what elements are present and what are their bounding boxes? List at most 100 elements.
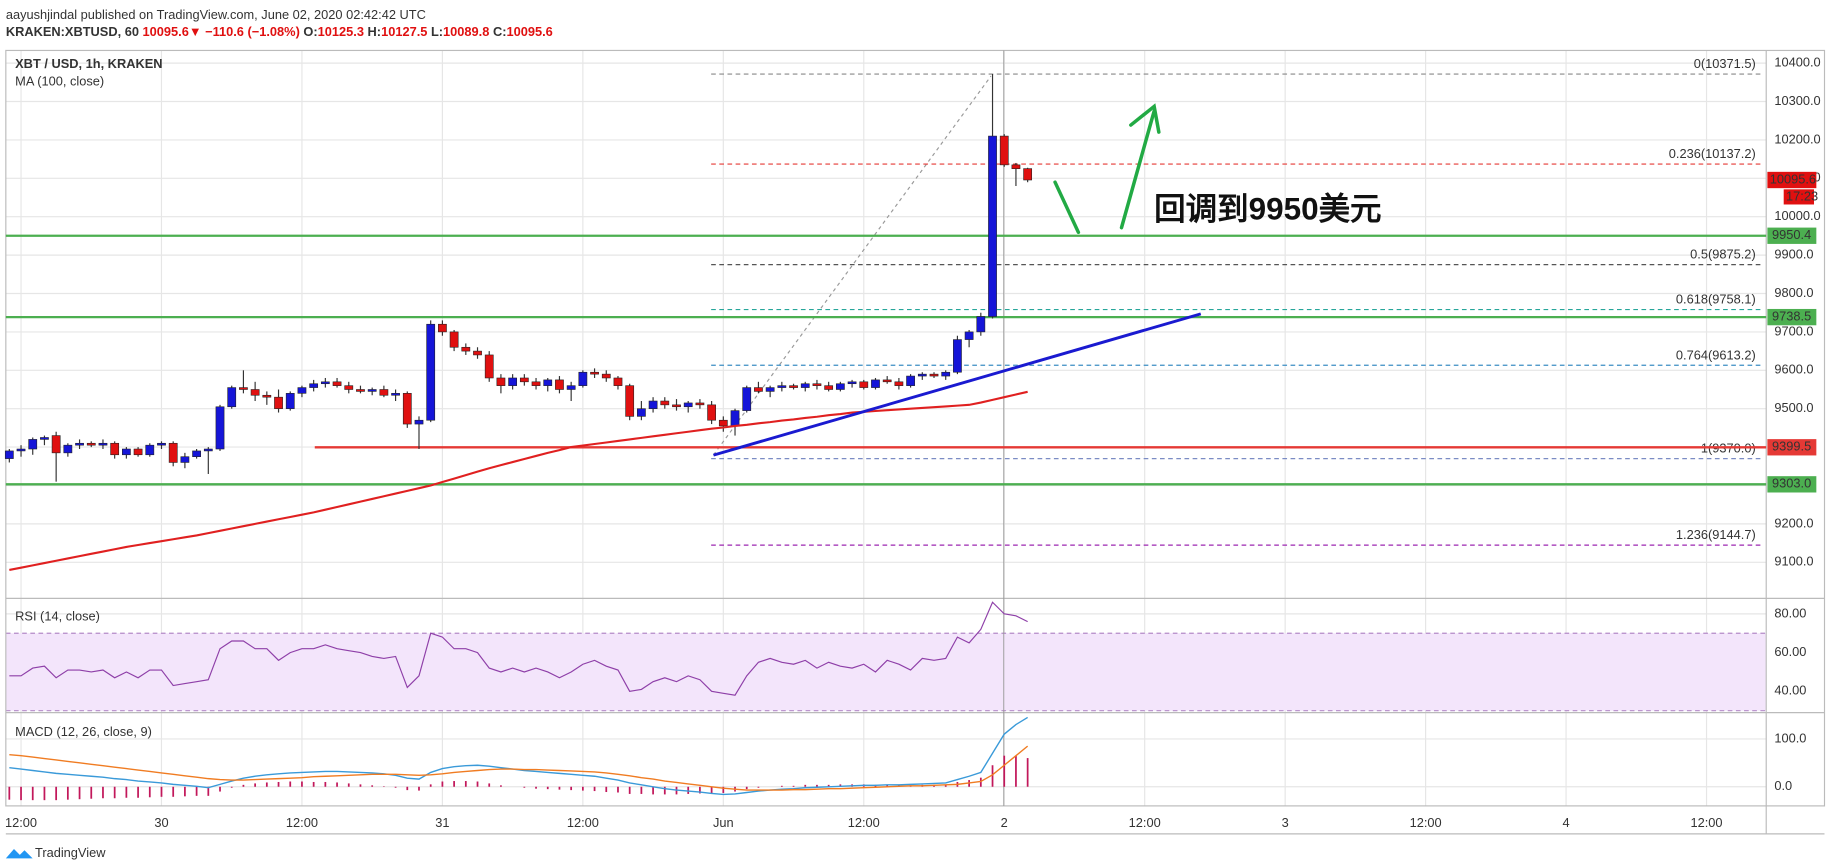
candle-body xyxy=(906,375,915,386)
candle-body xyxy=(578,371,588,386)
x-tick-label: 12:00 xyxy=(1129,815,1161,830)
fib-label: 0.5(9875.2) xyxy=(1690,247,1756,262)
candle-body xyxy=(449,331,459,348)
y-tick-label: 9700.0 xyxy=(1774,323,1813,338)
y-tick-label: 80.00 xyxy=(1774,605,1806,620)
candle-body xyxy=(648,400,658,409)
candle-body xyxy=(28,439,38,450)
candle-body xyxy=(180,456,190,463)
logo: TradingView xyxy=(5,845,106,860)
ohlc-value: 10095.6 xyxy=(506,24,552,39)
price-tag xyxy=(1767,308,1817,326)
candle-body xyxy=(566,385,576,390)
ohlc-key: O: xyxy=(303,24,317,39)
change: −110.6 (−1.08%) xyxy=(205,24,300,39)
candle-body xyxy=(40,437,49,440)
candle-body xyxy=(391,393,400,396)
candle-body xyxy=(145,444,155,456)
last-price-label: 10095.6 xyxy=(1770,171,1816,186)
candle-body xyxy=(1023,168,1033,181)
fib-label: 0(10371.5) xyxy=(1694,56,1756,71)
candle-body xyxy=(356,389,365,392)
countdown-label: 17:23 xyxy=(1786,188,1818,203)
candle-body xyxy=(262,394,272,398)
fib-label: 0.764(9613.2) xyxy=(1676,347,1756,362)
fib-diagonal xyxy=(713,75,992,456)
candle-body xyxy=(835,383,845,390)
y-tick-label: 9100.0 xyxy=(1774,554,1813,569)
candle-body xyxy=(637,408,646,417)
candle-body xyxy=(484,354,494,379)
candle-body xyxy=(133,448,143,456)
arrow-head xyxy=(1129,103,1161,134)
ohlc-value: 10127.5 xyxy=(381,24,427,39)
y-tick-label: 9800.0 xyxy=(1774,285,1813,300)
candle-body xyxy=(168,442,178,463)
candle-body xyxy=(285,393,295,409)
candle-body xyxy=(320,381,330,385)
y-tick-label: 60.00 xyxy=(1774,644,1806,659)
candle-body xyxy=(86,442,96,446)
pane-title: XBT / USD, 1h, KRAKEN xyxy=(15,56,162,71)
candle-body xyxy=(274,396,283,409)
ohlc-value: 10125.3 xyxy=(318,24,364,39)
candle-body xyxy=(438,323,447,333)
price-tag xyxy=(1767,439,1817,456)
candle-body xyxy=(98,442,108,446)
x-tick-label: 12:00 xyxy=(848,815,880,830)
candle-body xyxy=(122,448,131,456)
candle-body xyxy=(297,387,307,394)
y-tick-label: 10000.0 xyxy=(1774,208,1820,223)
candle-body xyxy=(847,381,857,385)
quote-line: KRAKEN:XBTUSD, 60 10095.6▼ −110.6 (−1.08… xyxy=(6,24,553,39)
candle-body xyxy=(543,379,553,386)
fib-label: 0.618(9758.1) xyxy=(1676,292,1756,307)
last-price-tag xyxy=(1767,171,1817,189)
y-tick-label: 9500.0 xyxy=(1774,400,1813,415)
arrows xyxy=(1053,103,1161,235)
y-tick-label: 100.0 xyxy=(1774,730,1806,745)
candle-body xyxy=(941,371,951,377)
candle-body xyxy=(999,135,1009,166)
macd-label: MACD (12, 26, close, 9) xyxy=(15,724,152,739)
fib-label: 0.236(10137.2) xyxy=(1669,146,1756,161)
candle-body xyxy=(601,373,611,379)
price-tag-label: 9303.0 xyxy=(1772,476,1811,491)
x-tick-label: 12:00 xyxy=(1410,815,1442,830)
price-tag-label: 9399.5 xyxy=(1772,439,1811,454)
candle-body xyxy=(964,331,974,340)
candle-body xyxy=(203,448,213,452)
symbol: KRAKEN:XBTUSD, 60 xyxy=(6,24,139,39)
ohlc-key: L: xyxy=(431,24,443,39)
footer: TradingView xyxy=(35,845,106,860)
price-tag xyxy=(1767,476,1817,493)
candle-body xyxy=(309,383,319,388)
x-tick-label: 12:00 xyxy=(1690,815,1722,830)
candle-body xyxy=(765,387,775,392)
candle-body xyxy=(227,387,237,408)
candle-body xyxy=(192,450,201,457)
candle-body xyxy=(367,389,377,392)
frame-box xyxy=(5,49,1826,807)
price-tag-label: 9950.4 xyxy=(1772,227,1811,242)
candle-body xyxy=(555,379,564,390)
background xyxy=(0,3,1828,865)
candle-body xyxy=(742,387,752,411)
logo-icon xyxy=(5,849,33,859)
candle-body xyxy=(1011,164,1021,170)
candle-body xyxy=(754,387,763,392)
candle-body xyxy=(613,377,623,386)
candle-body xyxy=(917,373,927,377)
rsi-band xyxy=(5,633,1767,711)
price-tag xyxy=(1767,227,1817,244)
candle-body xyxy=(473,350,482,356)
candle-body xyxy=(718,419,728,427)
candle-body xyxy=(531,381,541,386)
candle-body xyxy=(730,410,740,427)
candle-body xyxy=(215,406,225,450)
candle-body xyxy=(683,402,693,408)
candle-body xyxy=(157,442,166,446)
candle-body xyxy=(777,385,787,388)
x-tick-label: 12:00 xyxy=(5,815,37,830)
